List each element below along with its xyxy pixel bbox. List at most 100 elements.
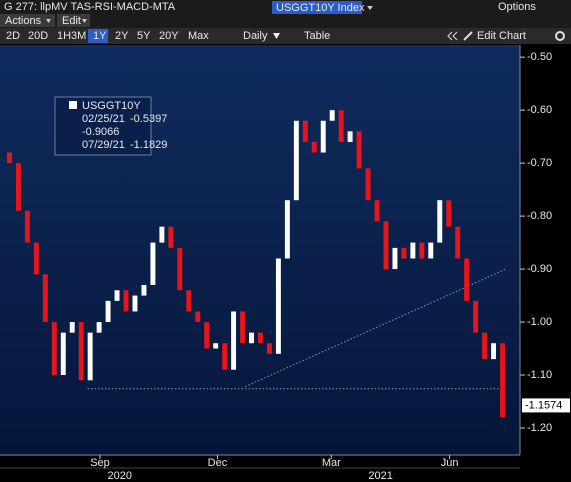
y-tick-label: -0.80: [527, 210, 552, 222]
period-button[interactable]: 1Y: [93, 30, 107, 42]
table-button[interactable]: Table: [304, 30, 330, 42]
candle: [186, 290, 192, 312]
candle: [24, 210, 30, 243]
window-title: G 277: llpMV TAS-RSI-MACD-MTA: [4, 1, 176, 13]
frequency[interactable]: Daily: [243, 30, 268, 42]
ticker-box[interactable]: [272, 1, 362, 14]
candle: [491, 343, 497, 360]
collapse-icon[interactable]: [452, 31, 458, 41]
candle: [159, 226, 165, 243]
x-tick-label: Sep: [90, 457, 110, 469]
legend-low: -1.1829: [130, 139, 167, 151]
candle: [87, 332, 93, 381]
y-tick-label: -0.60: [527, 104, 552, 116]
candle: [177, 247, 183, 291]
candle: [141, 284, 147, 296]
period-button[interactable]: 5Y: [137, 30, 151, 42]
legend-high-date: 02/25/21: [82, 113, 125, 125]
period-button[interactable]: 1H3M: [57, 30, 86, 42]
last-value: -1.1574: [525, 399, 562, 411]
year-label: 2021: [368, 470, 392, 482]
candle: [222, 343, 228, 370]
period-button[interactable]: 20Y: [159, 30, 179, 42]
candle: [258, 332, 263, 344]
dropdown-icon[interactable]: [82, 19, 87, 23]
candle: [33, 242, 39, 275]
options[interactable]: Options: [498, 1, 536, 13]
candle: [249, 332, 254, 344]
collapse-icon[interactable]: [447, 31, 453, 41]
period-bar: [0, 28, 571, 44]
candle: [338, 110, 344, 142]
candle: [168, 226, 174, 248]
menu-bg[interactable]: [0, 14, 55, 27]
selected-period[interactable]: [88, 29, 108, 43]
period-button[interactable]: 2D: [6, 30, 20, 42]
candle: [96, 322, 102, 333]
candle: [365, 168, 371, 201]
candle: [401, 247, 407, 259]
candle: [51, 322, 57, 376]
candle: [123, 290, 129, 312]
y-tick-label: -0.50: [527, 51, 552, 63]
legend-high: -0.5397: [130, 113, 167, 125]
legend-name: USGGT10Y: [82, 100, 141, 112]
period-button[interactable]: Max: [188, 30, 209, 42]
candle: [320, 120, 326, 153]
period-button[interactable]: 2Y: [115, 30, 129, 42]
candle: [392, 247, 398, 270]
trend-line: [245, 268, 508, 388]
candle: [275, 258, 281, 354]
period-buttons: 2D 20D 1H3M 1Y 2Y 5Y 20Y Max: [6, 29, 209, 43]
candle: [482, 332, 488, 360]
y-tick-label: -1.00: [527, 316, 552, 328]
candle: [204, 322, 210, 349]
y-tick-label: -0.90: [527, 263, 552, 275]
candle: [329, 110, 335, 121]
dropdown-icon[interactable]: [367, 6, 373, 10]
candle: [231, 311, 237, 370]
candle: [132, 295, 138, 312]
y-tick-label: -0.70: [527, 157, 552, 169]
candle: [42, 274, 48, 323]
candle: [284, 200, 290, 259]
dropdown-icon[interactable]: [273, 33, 280, 39]
candle: [114, 290, 120, 301]
x-tick-label: Dec: [208, 457, 228, 469]
y-tick-label: -1.20: [527, 422, 552, 434]
legend-low-date: 07/29/21: [82, 139, 125, 151]
period-button[interactable]: 20D: [28, 30, 48, 42]
candle: [150, 242, 156, 285]
candle: [464, 258, 470, 301]
candle: [78, 322, 84, 381]
candle: [410, 242, 416, 259]
legend-last: -0.9066: [82, 126, 119, 138]
menu[interactable]: Edit: [62, 15, 81, 27]
candle: [266, 343, 272, 354]
candle: [419, 242, 425, 259]
candle: [347, 131, 353, 142]
legend-swatch: [69, 101, 77, 109]
candle: [455, 226, 461, 259]
candle: [302, 120, 308, 142]
last-value-box: [522, 398, 570, 413]
candle: [473, 300, 479, 333]
candle: [500, 343, 505, 418]
menu[interactable]: Actions: [5, 15, 42, 27]
edit-icon[interactable]: [463, 31, 473, 41]
x-tick-label: Jun: [441, 457, 459, 469]
candle: [195, 311, 201, 323]
candle: [311, 141, 317, 153]
menu-bg[interactable]: [57, 14, 90, 27]
candle: [383, 221, 389, 270]
ticker[interactable]: USGGT10Y Index: [276, 2, 365, 14]
candle: [428, 242, 434, 259]
settings-icon[interactable]: [555, 31, 565, 41]
dropdown-icon[interactable]: [46, 19, 51, 23]
edit-chart[interactable]: Edit Chart: [477, 30, 526, 42]
candle: [446, 200, 452, 227]
candle: [356, 131, 362, 169]
candle: [105, 300, 111, 323]
y-tick-label: -1.10: [527, 369, 552, 381]
